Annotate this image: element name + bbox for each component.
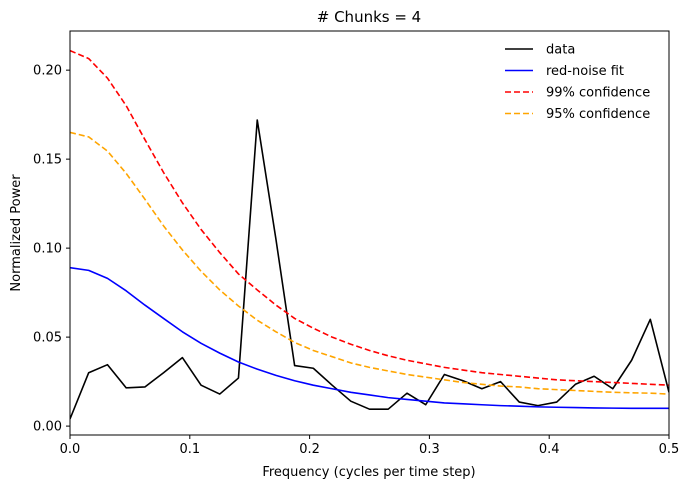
y-tick-label: 0.15 [33,153,62,168]
chart-title: # Chunks = 4 [317,8,421,26]
legend-label: data [546,43,575,58]
y-tick-label: 0.00 [33,420,62,435]
legend: data red-noise fit 99% confidence 95% confi… [505,43,650,122]
legend-label: 95% confidence [546,107,650,122]
y-tick-label: 0.05 [33,331,62,346]
x-tick-label: 0.5 [659,442,680,457]
y-tick-label: 0.10 [33,242,62,257]
x-axis-label: Frequency (cycles per time step) [262,465,475,480]
x-tick-label: 0.1 [179,442,200,457]
x-tick-label: 0.0 [60,442,81,457]
series-line-red-noise-fit [70,266,669,410]
plot-frame [69,30,670,436]
y-axis: 0.00 0.05 0.10 0.15 0.20 [33,64,70,435]
series-line-data [70,119,669,420]
legend-label: red-noise fit [546,64,624,79]
legend-label: 99% confidence [546,86,650,101]
x-tick-label: 0.4 [539,442,560,457]
x-axis: 0.0 0.1 0.2 0.3 0.4 0.5 [60,435,680,457]
series-layer [70,49,669,420]
y-tick-label: 0.20 [33,64,62,79]
y-axis-label: Normalized Power [9,174,24,292]
series-line-95-confidence [70,131,669,395]
x-tick-label: 0.2 [299,442,320,457]
x-tick-label: 0.3 [419,442,440,457]
series-line-99-confidence [70,49,669,386]
